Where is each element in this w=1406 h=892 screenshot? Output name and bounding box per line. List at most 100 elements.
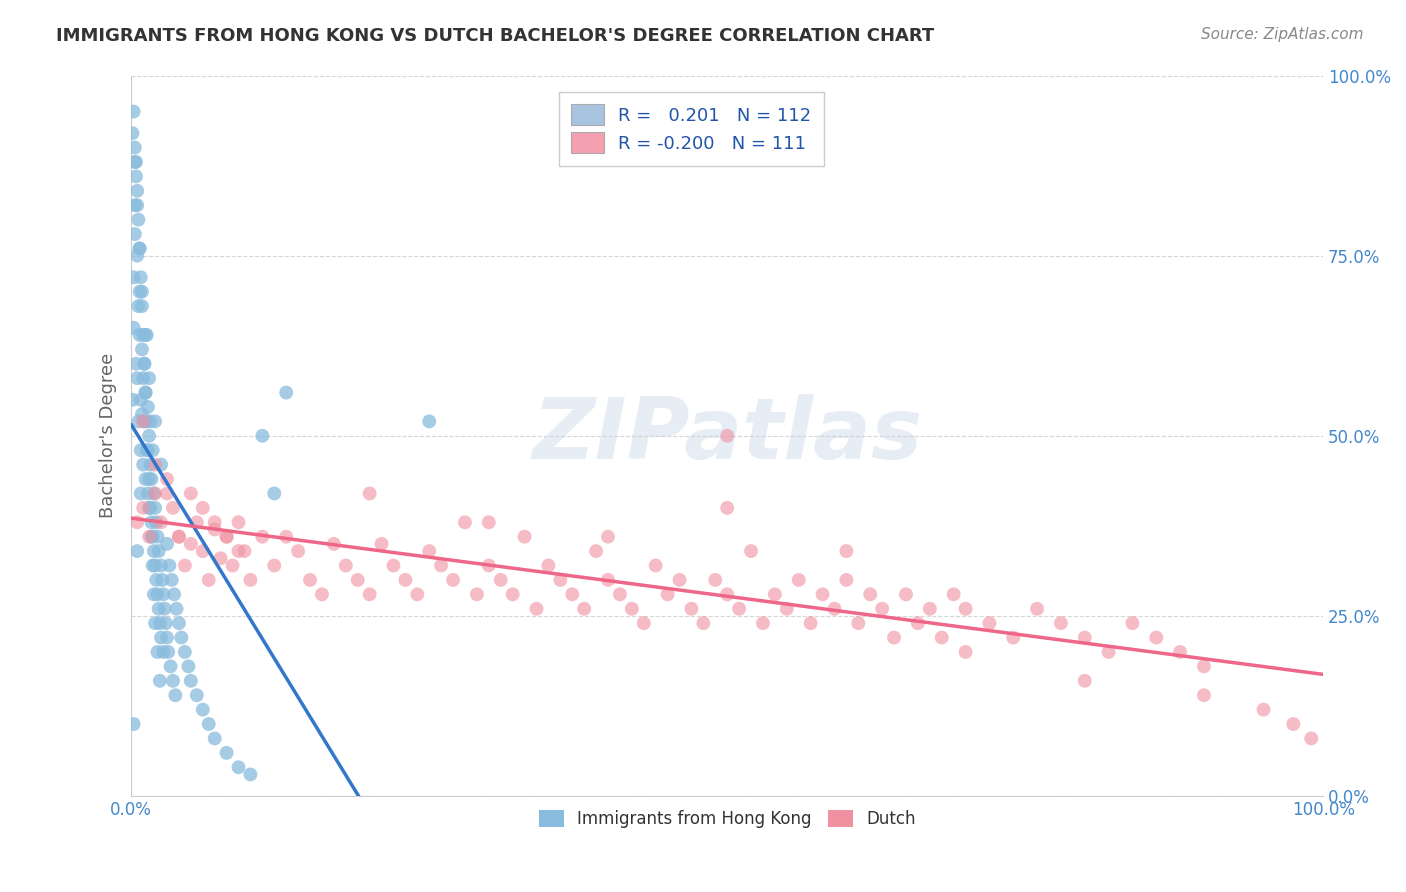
Point	[128, 242, 150, 256]
Point	[752, 616, 775, 631]
Point	[1282, 717, 1305, 731]
Point	[681, 601, 703, 615]
Point	[1168, 645, 1191, 659]
Point	[129, 270, 152, 285]
Point	[191, 703, 214, 717]
Point	[585, 544, 607, 558]
Point	[276, 385, 298, 400]
Point	[150, 458, 173, 472]
Point	[127, 198, 149, 212]
Point	[160, 573, 183, 587]
Point	[657, 587, 679, 601]
Point	[346, 573, 368, 587]
Point	[716, 429, 738, 443]
Point	[252, 429, 274, 443]
Point	[156, 472, 179, 486]
Point	[143, 558, 166, 573]
Point	[143, 500, 166, 515]
Point	[138, 371, 160, 385]
Point	[148, 601, 170, 615]
Point	[561, 587, 583, 601]
Point	[716, 500, 738, 515]
Point	[620, 601, 643, 615]
Point	[155, 616, 177, 631]
Point	[152, 587, 174, 601]
Point	[122, 320, 145, 334]
Point	[204, 523, 226, 537]
Point	[716, 587, 738, 601]
Legend: Immigrants from Hong Kong, Dutch: Immigrants from Hong Kong, Dutch	[531, 803, 922, 835]
Point	[1253, 703, 1275, 717]
Point	[162, 673, 184, 688]
Point	[146, 587, 169, 601]
Point	[138, 530, 160, 544]
Point	[763, 587, 786, 601]
Point	[129, 486, 152, 500]
Point	[149, 673, 172, 688]
Point	[228, 516, 250, 530]
Point	[1074, 631, 1097, 645]
Point	[276, 530, 298, 544]
Point	[1050, 616, 1073, 631]
Point	[148, 544, 170, 558]
Point	[633, 616, 655, 631]
Point	[125, 169, 148, 184]
Point	[1002, 631, 1025, 645]
Point	[513, 530, 536, 544]
Point	[1301, 731, 1323, 746]
Y-axis label: Bachelor's Degree: Bachelor's Degree	[100, 353, 117, 518]
Point	[191, 544, 214, 558]
Point	[157, 645, 180, 659]
Point	[142, 544, 165, 558]
Point	[180, 537, 202, 551]
Point	[322, 537, 344, 551]
Point	[131, 285, 153, 299]
Point	[127, 516, 149, 530]
Point	[150, 573, 173, 587]
Point	[122, 717, 145, 731]
Point	[299, 573, 322, 587]
Point	[132, 371, 155, 385]
Point	[124, 155, 146, 169]
Point	[129, 392, 152, 407]
Point	[156, 631, 179, 645]
Point	[215, 530, 238, 544]
Point	[157, 558, 180, 573]
Point	[150, 558, 173, 573]
Point	[135, 443, 157, 458]
Point	[127, 249, 149, 263]
Point	[125, 357, 148, 371]
Point	[121, 126, 143, 140]
Point	[883, 631, 905, 645]
Point	[478, 558, 501, 573]
Point	[131, 299, 153, 313]
Point	[138, 472, 160, 486]
Point	[835, 573, 858, 587]
Point	[197, 717, 219, 731]
Point	[131, 343, 153, 357]
Point	[136, 443, 159, 458]
Point	[173, 558, 195, 573]
Point	[141, 516, 163, 530]
Point	[1097, 645, 1119, 659]
Point	[143, 616, 166, 631]
Point	[979, 616, 1001, 631]
Point	[955, 645, 977, 659]
Point	[1026, 601, 1049, 615]
Point	[153, 601, 176, 615]
Point	[135, 327, 157, 342]
Point	[134, 357, 156, 371]
Point	[263, 558, 285, 573]
Point	[382, 558, 405, 573]
Point	[135, 327, 157, 342]
Point	[142, 587, 165, 601]
Point	[127, 299, 149, 313]
Point	[526, 601, 548, 615]
Point	[142, 530, 165, 544]
Point	[127, 544, 149, 558]
Point	[644, 558, 666, 573]
Point	[146, 645, 169, 659]
Point	[127, 184, 149, 198]
Point	[465, 587, 488, 601]
Point	[204, 516, 226, 530]
